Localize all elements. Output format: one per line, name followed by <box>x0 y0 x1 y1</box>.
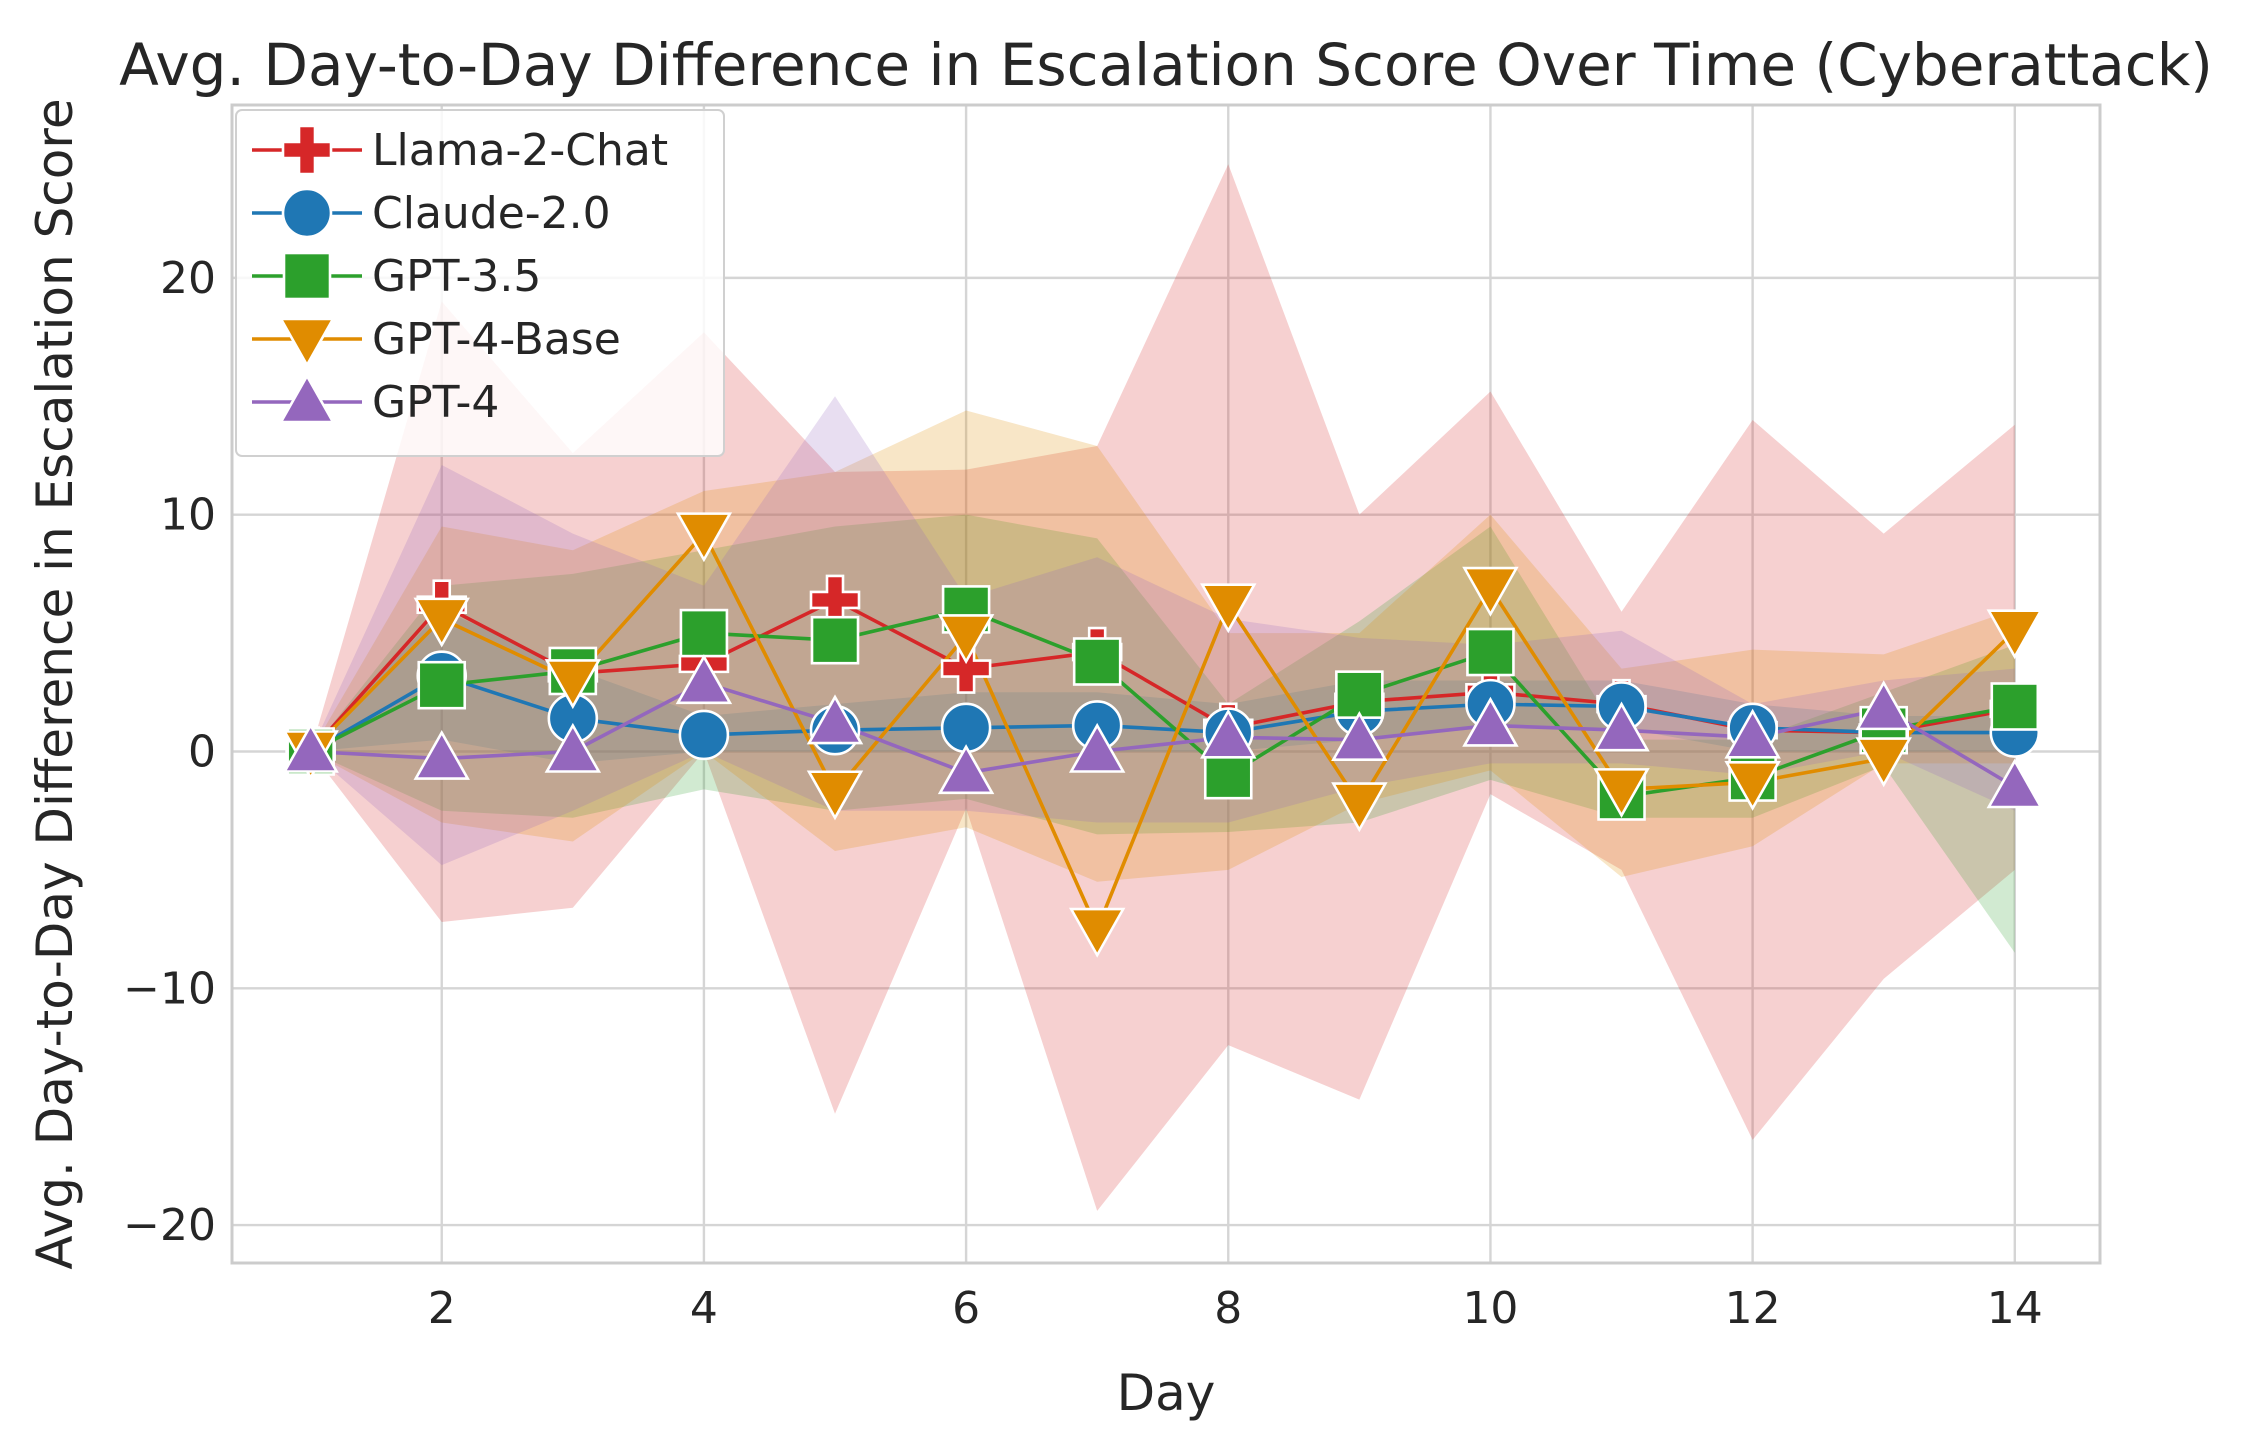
gpt-3-5-point <box>812 617 858 663</box>
claude-2-0-point <box>680 711 728 759</box>
y-tick-label: 0 <box>188 726 216 777</box>
x-tick-label: 12 <box>1725 1283 1781 1334</box>
x-tick-labels: 2 4 6 8 10 12 14 <box>428 1283 2043 1334</box>
gpt-3-5-point <box>1336 672 1382 718</box>
x-axis-title: Day <box>1117 1364 1216 1422</box>
chart-title: Avg. Day-to-Day Difference in Escalation… <box>119 31 2213 99</box>
x-tick-label: 2 <box>428 1283 456 1334</box>
gpt-3-5-point <box>1205 752 1251 798</box>
x-tick-label: 10 <box>1462 1283 1518 1334</box>
gpt-3-5-point <box>1992 683 2038 729</box>
gpt-4-legend-label: GPT-4 <box>372 377 499 428</box>
x-tick-label: 14 <box>1987 1283 2043 1334</box>
y-tick-label: −10 <box>123 963 216 1014</box>
claude-2-0-legend-label: Claude-2.0 <box>372 188 611 239</box>
x-tick-label: 8 <box>1214 1283 1242 1334</box>
gpt-3-5-point <box>1074 639 1120 685</box>
gpt-4-base-legend-label: GPT-4-Base <box>372 314 621 365</box>
gpt-3-5-legend-label: GPT-3.5 <box>372 251 541 302</box>
llama-2-chat-legend-label: Llama-2-Chat <box>372 125 668 176</box>
y-tick-label: 10 <box>160 490 216 541</box>
x-tick-label: 6 <box>952 1283 980 1334</box>
y-tick-label: −20 <box>123 1200 216 1251</box>
legend: Llama-2-Chat Claude-2.0 GPT-3.5 GPT-4-Base G… <box>236 110 724 456</box>
gpt-3-5-point <box>1467 629 1513 675</box>
gpt-3-5-point <box>419 662 465 708</box>
y-axis-title: Avg. Day-to-Day Difference in Escalation… <box>26 98 84 1269</box>
y-tick-labels: −20 −10 0 10 20 <box>123 253 216 1251</box>
gpt-3-5-point <box>681 610 727 656</box>
x-tick-label: 4 <box>690 1283 718 1334</box>
claude-2-0-legend-marker <box>283 189 331 237</box>
gpt-3-5-legend-marker <box>284 253 330 299</box>
y-tick-label: 20 <box>160 253 216 304</box>
